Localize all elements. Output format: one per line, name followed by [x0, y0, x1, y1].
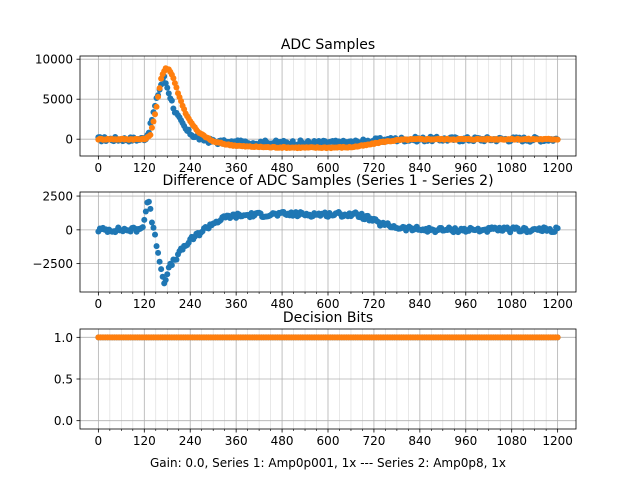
- panel-title: Difference of ADC Samples (Series 1 - Se…: [162, 173, 493, 189]
- data-point: [145, 198, 152, 205]
- x-tick-label: 120: [133, 434, 156, 448]
- series-1: [95, 198, 561, 287]
- data-point: [155, 249, 162, 256]
- y-tick-label: 10000: [35, 53, 73, 67]
- panel-adc-samples: 0 120 240 360 480 600 720 840 960 1080 1200 0 5000 10…: [35, 37, 577, 175]
- data-point: [147, 131, 154, 138]
- data-point: [153, 103, 160, 110]
- x-tick-label: 120: [133, 161, 156, 175]
- data-point: [162, 277, 169, 284]
- data-point: [170, 75, 177, 82]
- panel-title: Decision Bits: [283, 310, 373, 326]
- data-point: [185, 126, 192, 133]
- y-tick-label: 0: [65, 133, 73, 147]
- data-point: [152, 111, 159, 118]
- grid: [80, 192, 576, 292]
- series-2: [95, 334, 561, 341]
- x-tick-label: 720: [362, 161, 385, 175]
- panel-difference: 0 120 240 360 480 600 720 840 960 1080 1200 −2500 0 2…: [32, 173, 577, 311]
- x-tick-label: 600: [317, 297, 340, 311]
- data-point: [554, 225, 561, 232]
- data-point: [162, 80, 169, 87]
- x-tick-label: 600: [317, 434, 340, 448]
- x-tick-label: 480: [271, 434, 294, 448]
- x-tick-label: 360: [225, 434, 248, 448]
- data-point: [150, 224, 157, 231]
- x-tick-label: 240: [179, 434, 202, 448]
- data-point: [168, 262, 175, 269]
- x-tick-label: 960: [454, 434, 477, 448]
- data-point: [164, 271, 171, 278]
- y-tick-label: 1.0: [54, 331, 73, 345]
- data-point: [156, 85, 163, 92]
- x-tick-label: 360: [225, 297, 248, 311]
- x-axis-label: Gain: 0.0, Series 1: Amp0p001, 1x --- Se…: [150, 456, 506, 470]
- y-tick-label: 0.0: [54, 414, 73, 428]
- y-tick-label: 5000: [42, 93, 73, 107]
- x-tick-label: 720: [362, 434, 385, 448]
- x-tick-label: 1080: [496, 161, 527, 175]
- x-tick-label: 0: [95, 434, 103, 448]
- data-point: [148, 124, 155, 131]
- data-point: [147, 205, 154, 212]
- panel-decision-bits: Gain: 0.0, Series 1: Amp0p001, 1x --- Se…: [54, 310, 577, 470]
- y-tick-label: 0: [65, 223, 73, 237]
- data-point: [168, 97, 175, 104]
- y-tick-label: 2500: [42, 190, 73, 204]
- x-tick-label: 480: [271, 161, 294, 175]
- x-tick-label: 360: [225, 161, 248, 175]
- data-point: [164, 84, 171, 91]
- data-point: [156, 258, 163, 265]
- data-point: [158, 266, 165, 273]
- data-point: [155, 93, 162, 100]
- y-tick-label: −2500: [32, 257, 73, 271]
- x-tick-label: 0: [95, 297, 103, 311]
- x-tick-label: 240: [179, 297, 202, 311]
- x-tick-label: 960: [454, 161, 477, 175]
- x-tick-label: 720: [362, 297, 385, 311]
- data-point: [141, 216, 148, 223]
- data-point: [173, 84, 180, 91]
- panel-title: ADC Samples: [281, 37, 375, 53]
- data-point: [153, 243, 160, 250]
- data-point: [150, 118, 157, 125]
- x-tick-label: 1200: [542, 434, 573, 448]
- x-tick-label: 840: [408, 434, 431, 448]
- data-point: [165, 90, 172, 97]
- series-2: [95, 65, 561, 152]
- data-point: [152, 231, 159, 238]
- x-tick-label: 0: [95, 161, 103, 175]
- x-tick-label: 1200: [542, 297, 573, 311]
- x-tick-label: 1200: [542, 161, 573, 175]
- y-tick-label: 0.5: [54, 373, 73, 387]
- data-point: [554, 136, 561, 143]
- data-point: [148, 219, 155, 226]
- x-tick-label: 840: [408, 161, 431, 175]
- data-point: [173, 256, 180, 263]
- x-tick-label: 840: [408, 297, 431, 311]
- x-tick-label: 600: [317, 161, 340, 175]
- data-point: [358, 210, 365, 217]
- x-tick-label: 240: [179, 161, 202, 175]
- data-point: [139, 224, 146, 231]
- x-tick-label: 1080: [496, 297, 527, 311]
- data-point: [178, 98, 185, 105]
- x-tick-label: 1080: [496, 434, 527, 448]
- x-tick-label: 480: [271, 297, 294, 311]
- x-tick-label: 120: [133, 297, 156, 311]
- data-point: [554, 334, 561, 341]
- data-point: [142, 208, 149, 215]
- x-tick-label: 960: [454, 297, 477, 311]
